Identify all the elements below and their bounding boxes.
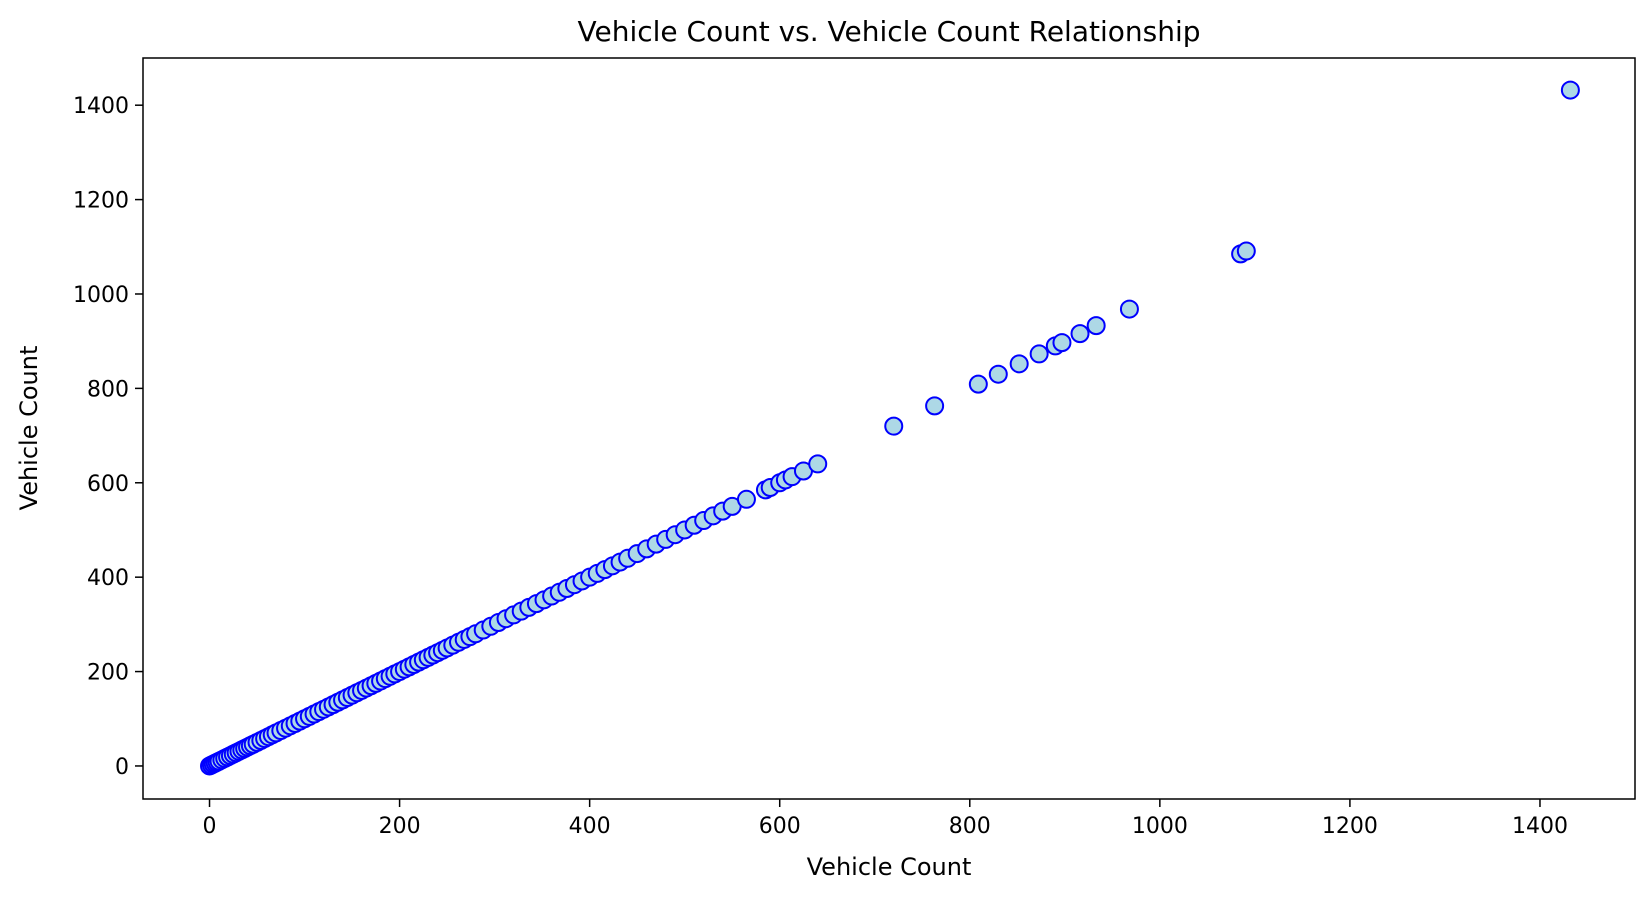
data-point	[1560, 80, 1580, 100]
y-tick-label: 0	[115, 755, 129, 780]
plot-frame	[142, 57, 1636, 800]
points-layer	[200, 80, 1580, 776]
data-point	[1236, 241, 1256, 261]
data-point	[1119, 299, 1139, 319]
data-point	[968, 374, 988, 394]
x-tick-label: 600	[759, 814, 801, 839]
y-tick-label: 1200	[73, 189, 129, 214]
ticks-layer: 0 200 400 600 800 1000 1200 1400 0 200 400 600 800 10…	[73, 94, 1568, 839]
data-point	[808, 454, 828, 474]
x-tick-label: 200	[379, 814, 421, 839]
data-point	[988, 364, 1008, 384]
chart-title: Vehicle Count vs. Vehicle Count Relation…	[577, 15, 1200, 48]
data-point	[1052, 333, 1072, 353]
y-tick-label: 400	[87, 566, 129, 591]
y-tick-label: 200	[87, 661, 129, 686]
data-point	[1009, 354, 1029, 374]
x-tick-label: 800	[949, 814, 991, 839]
y-axis-label: Vehicle Count	[15, 346, 43, 511]
y-tick-label: 1400	[73, 94, 129, 119]
data-point	[925, 396, 945, 416]
x-axis-label: Vehicle Count	[807, 853, 972, 881]
x-tick-label: 1400	[1512, 814, 1568, 839]
x-tick-label: 1200	[1322, 814, 1378, 839]
data-point	[1086, 316, 1106, 336]
x-tick-label: 1000	[1132, 814, 1188, 839]
x-tick-label: 0	[203, 814, 217, 839]
y-tick-label: 1000	[73, 283, 129, 308]
y-tick-label: 600	[87, 472, 129, 497]
y-tick-label: 800	[87, 377, 129, 402]
data-point	[736, 489, 756, 509]
data-point	[884, 416, 904, 436]
data-point	[1070, 324, 1090, 344]
data-point	[1029, 344, 1049, 364]
x-tick-label: 400	[569, 814, 611, 839]
